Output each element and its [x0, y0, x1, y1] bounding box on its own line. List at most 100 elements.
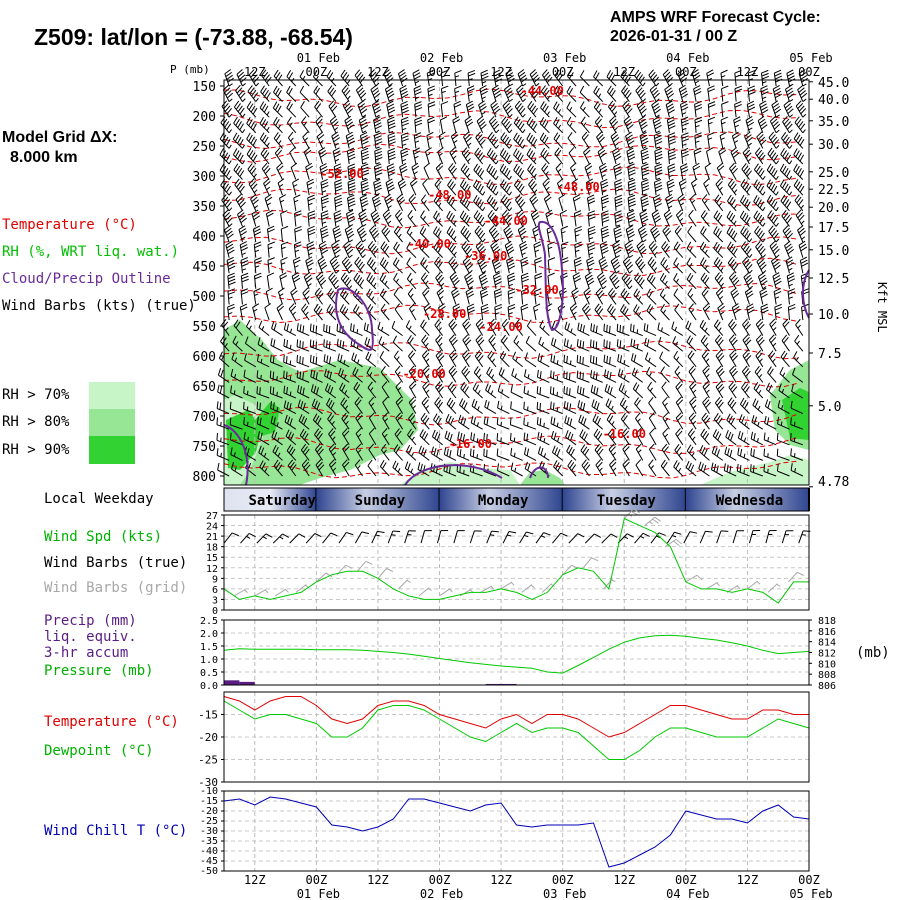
wind-barb-flag [412, 165, 420, 171]
wind-barb-staff [323, 360, 337, 368]
wind-barb-flag [587, 241, 595, 246]
wind-barb-flag [646, 288, 651, 296]
wind-barb-flag [408, 337, 414, 344]
wind-barb-flag [528, 119, 534, 126]
temperature-contour [223, 188, 799, 207]
wind-barb-flag [715, 321, 721, 329]
wind-barb-flag [334, 213, 342, 217]
wind-barb-flag [639, 131, 647, 137]
wind-barb [310, 384, 323, 399]
wind-barb-flag [492, 185, 498, 193]
wind-barb-staff [453, 104, 457, 118]
wind-barb-flag [788, 306, 796, 311]
wind-barb-flag [273, 132, 279, 139]
wind-barb-flag [331, 240, 338, 246]
wind-barb-staff [686, 263, 697, 274]
wind-barb-flag [757, 336, 764, 343]
wind-barb-half-flag [454, 75, 460, 78]
wind-barb-flag [754, 365, 760, 373]
wind-barb [373, 178, 382, 196]
wind-barb-flag [717, 246, 722, 253]
wind-barb-staff [486, 200, 497, 212]
wind-barb-half-flag [261, 342, 264, 347]
wind-barb [590, 384, 603, 399]
wind-barb [766, 194, 779, 212]
wind-barb-flag [544, 136, 549, 144]
wind-barb-flag [250, 193, 257, 200]
wind-barb-staff [286, 92, 297, 102]
wind-barb-flag [686, 272, 692, 280]
wind-barb-staff [606, 76, 617, 87]
wind-barb-flag [742, 256, 748, 263]
wind-barb [420, 210, 430, 227]
wind-barb-flag [617, 368, 621, 376]
wind-barb-flag [784, 227, 790, 234]
wind-barb-staff [687, 294, 697, 305]
wind-barb [397, 178, 407, 196]
wind-barb [283, 354, 297, 368]
wind-barb [400, 116, 409, 133]
wind-barb-flag [732, 355, 739, 362]
wind-barb-flag [747, 121, 755, 127]
wind-barb-flag [786, 154, 791, 162]
wind-barb-flag [413, 150, 421, 155]
wind-barb-flag [693, 74, 701, 80]
wind-barb-flag [484, 399, 488, 408]
wind-barb [550, 401, 563, 415]
wind-barb-staff [459, 201, 470, 212]
wind-barb [713, 241, 724, 258]
wind-barb-flag [407, 210, 413, 217]
wind-barb-staff [435, 370, 444, 383]
wind-barb-flag [745, 355, 752, 362]
wind-barb-half-flag [772, 342, 777, 347]
wind-barb-staff [587, 244, 590, 258]
wind-barb-staff [702, 308, 710, 321]
wind-barb-staff [460, 387, 470, 399]
wind-barb-flag [466, 121, 474, 127]
wind-barb-flag [362, 172, 370, 177]
wind-barb-flag [373, 116, 381, 121]
wind-barb-flag [646, 304, 652, 311]
wind-barb-half-flag [629, 254, 634, 259]
wind-barb-flag [502, 134, 508, 142]
wind-barb [576, 385, 590, 399]
wind-barb-staff [448, 168, 457, 180]
wind-barb-flag [746, 118, 754, 124]
wind-barb-staff [771, 104, 777, 118]
wind-barb-flag [383, 261, 389, 269]
wind-barb-flag [587, 194, 595, 199]
wind-barb-flag [627, 140, 635, 145]
wind-barb-flag [462, 165, 468, 173]
wind-barb-flag [671, 321, 675, 329]
wind-barb [795, 318, 804, 336]
wind-barb-staff [377, 328, 390, 337]
wind-barb-staff [320, 229, 324, 243]
wind-barb-flag [687, 350, 693, 357]
wind-barb-staff [556, 183, 564, 196]
wind-barb-flag [480, 87, 488, 93]
wind-barb-flag [315, 341, 317, 349]
wind-barb-flag [579, 386, 582, 395]
wind-barb-flag [655, 156, 663, 161]
wind-barb-flag [755, 318, 762, 325]
wind-barb-flag [717, 180, 723, 188]
wind-barb [661, 381, 670, 399]
wind-barb-flag [641, 124, 648, 130]
wind-barb-flag [401, 153, 409, 158]
wind-barb-staff [769, 245, 777, 258]
wind-barb [486, 179, 499, 196]
wind-barb-flag [288, 72, 294, 79]
wind-barb [541, 163, 550, 180]
wind-barb [652, 194, 662, 211]
wind-barb-staff [795, 215, 804, 227]
wind-barb-staff [422, 183, 430, 196]
wind-barb-half-flag [515, 357, 518, 362]
wind-barb-flag [786, 139, 792, 146]
wind-barb-flag [613, 137, 620, 143]
wind-barb-flag [288, 87, 293, 95]
wind-barb [702, 365, 710, 383]
wind-barb [258, 320, 270, 336]
wind-barb-half-flag [235, 341, 239, 346]
wind-barb-staff [323, 330, 337, 337]
wind-barb-flag [448, 365, 455, 372]
